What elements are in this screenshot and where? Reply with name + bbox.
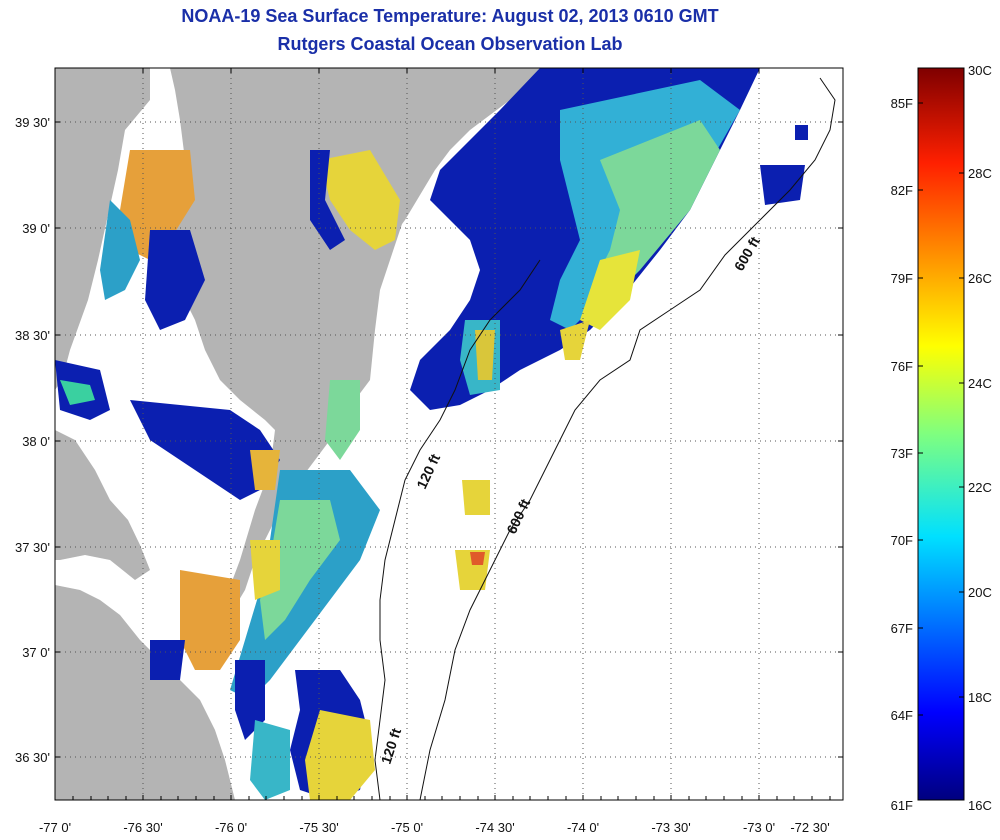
x-tick-label: -75 30' <box>299 820 338 835</box>
x-tick-label: -73 30' <box>651 820 690 835</box>
x-tick-label: -74 0' <box>567 820 599 835</box>
x-tick-label: -75 0' <box>391 820 423 835</box>
axis-minor-ticks <box>54 68 843 800</box>
x-axis-labels: -77 0' -76 30' -76 0' -75 30' -75 0' -74… <box>39 820 830 835</box>
y-axis-labels: 39 30' 39 0' 38 30' 38 0' 37 30' 37 0' 3… <box>15 115 50 765</box>
colorbar-f-label: 61F <box>891 798 913 813</box>
colorbar-c-label: 20C <box>968 585 992 600</box>
map-frame <box>54 67 844 801</box>
map-title: NOAA-19 Sea Surface Temperature: August … <box>181 6 719 26</box>
x-tick-label: -73 0' <box>743 820 775 835</box>
colorbar-f-label: 73F <box>891 446 913 461</box>
x-tick-label: -76 0' <box>215 820 247 835</box>
x-tick-label: -74 30' <box>475 820 514 835</box>
x-tick-label: -76 30' <box>123 820 162 835</box>
sst-field <box>55 68 808 800</box>
x-tick-label: -77 0' <box>39 820 71 835</box>
colorbar-c-label: 22C <box>968 480 992 495</box>
colorbar-c-label: 18C <box>968 690 992 705</box>
y-tick-label: 39 0' <box>22 221 50 236</box>
map-subtitle: Rutgers Coastal Ocean Observation Lab <box>277 34 623 54</box>
colorbar-f-label: 67F <box>891 621 913 636</box>
graticule <box>55 68 843 800</box>
map-area: 600 ft 120 ft 600 ft 120 ft <box>55 68 843 800</box>
y-tick-label: 38 30' <box>15 328 50 343</box>
colorbar-c-label: 24C <box>968 376 992 391</box>
colorbar-c-label: 16C <box>968 798 992 813</box>
y-tick-label: 39 30' <box>15 115 50 130</box>
colorbar-c-label: 28C <box>968 166 992 181</box>
colorbar-f-label: 82F <box>891 183 913 198</box>
colorbar-gradient <box>917 67 965 801</box>
y-tick-label: 37 30' <box>15 540 50 555</box>
colorbar-f-label: 70F <box>891 533 913 548</box>
colorbar: 85F 82F 79F 76F 73F 70F 67F 64F 61F 30C … <box>891 63 992 813</box>
colorbar-f-label: 79F <box>891 271 913 286</box>
colorbar-f-label: 85F <box>891 96 913 111</box>
x-tick-label: -72 30' <box>790 820 829 835</box>
y-tick-label: 36 30' <box>15 750 50 765</box>
y-tick-label: 37 0' <box>22 645 50 660</box>
colorbar-f-label: 64F <box>891 708 913 723</box>
colorbar-c-label: 26C <box>968 271 992 286</box>
y-tick-label: 38 0' <box>22 434 50 449</box>
colorbar-f-label: 76F <box>891 359 913 374</box>
colorbar-c-label: 30C <box>968 63 992 78</box>
